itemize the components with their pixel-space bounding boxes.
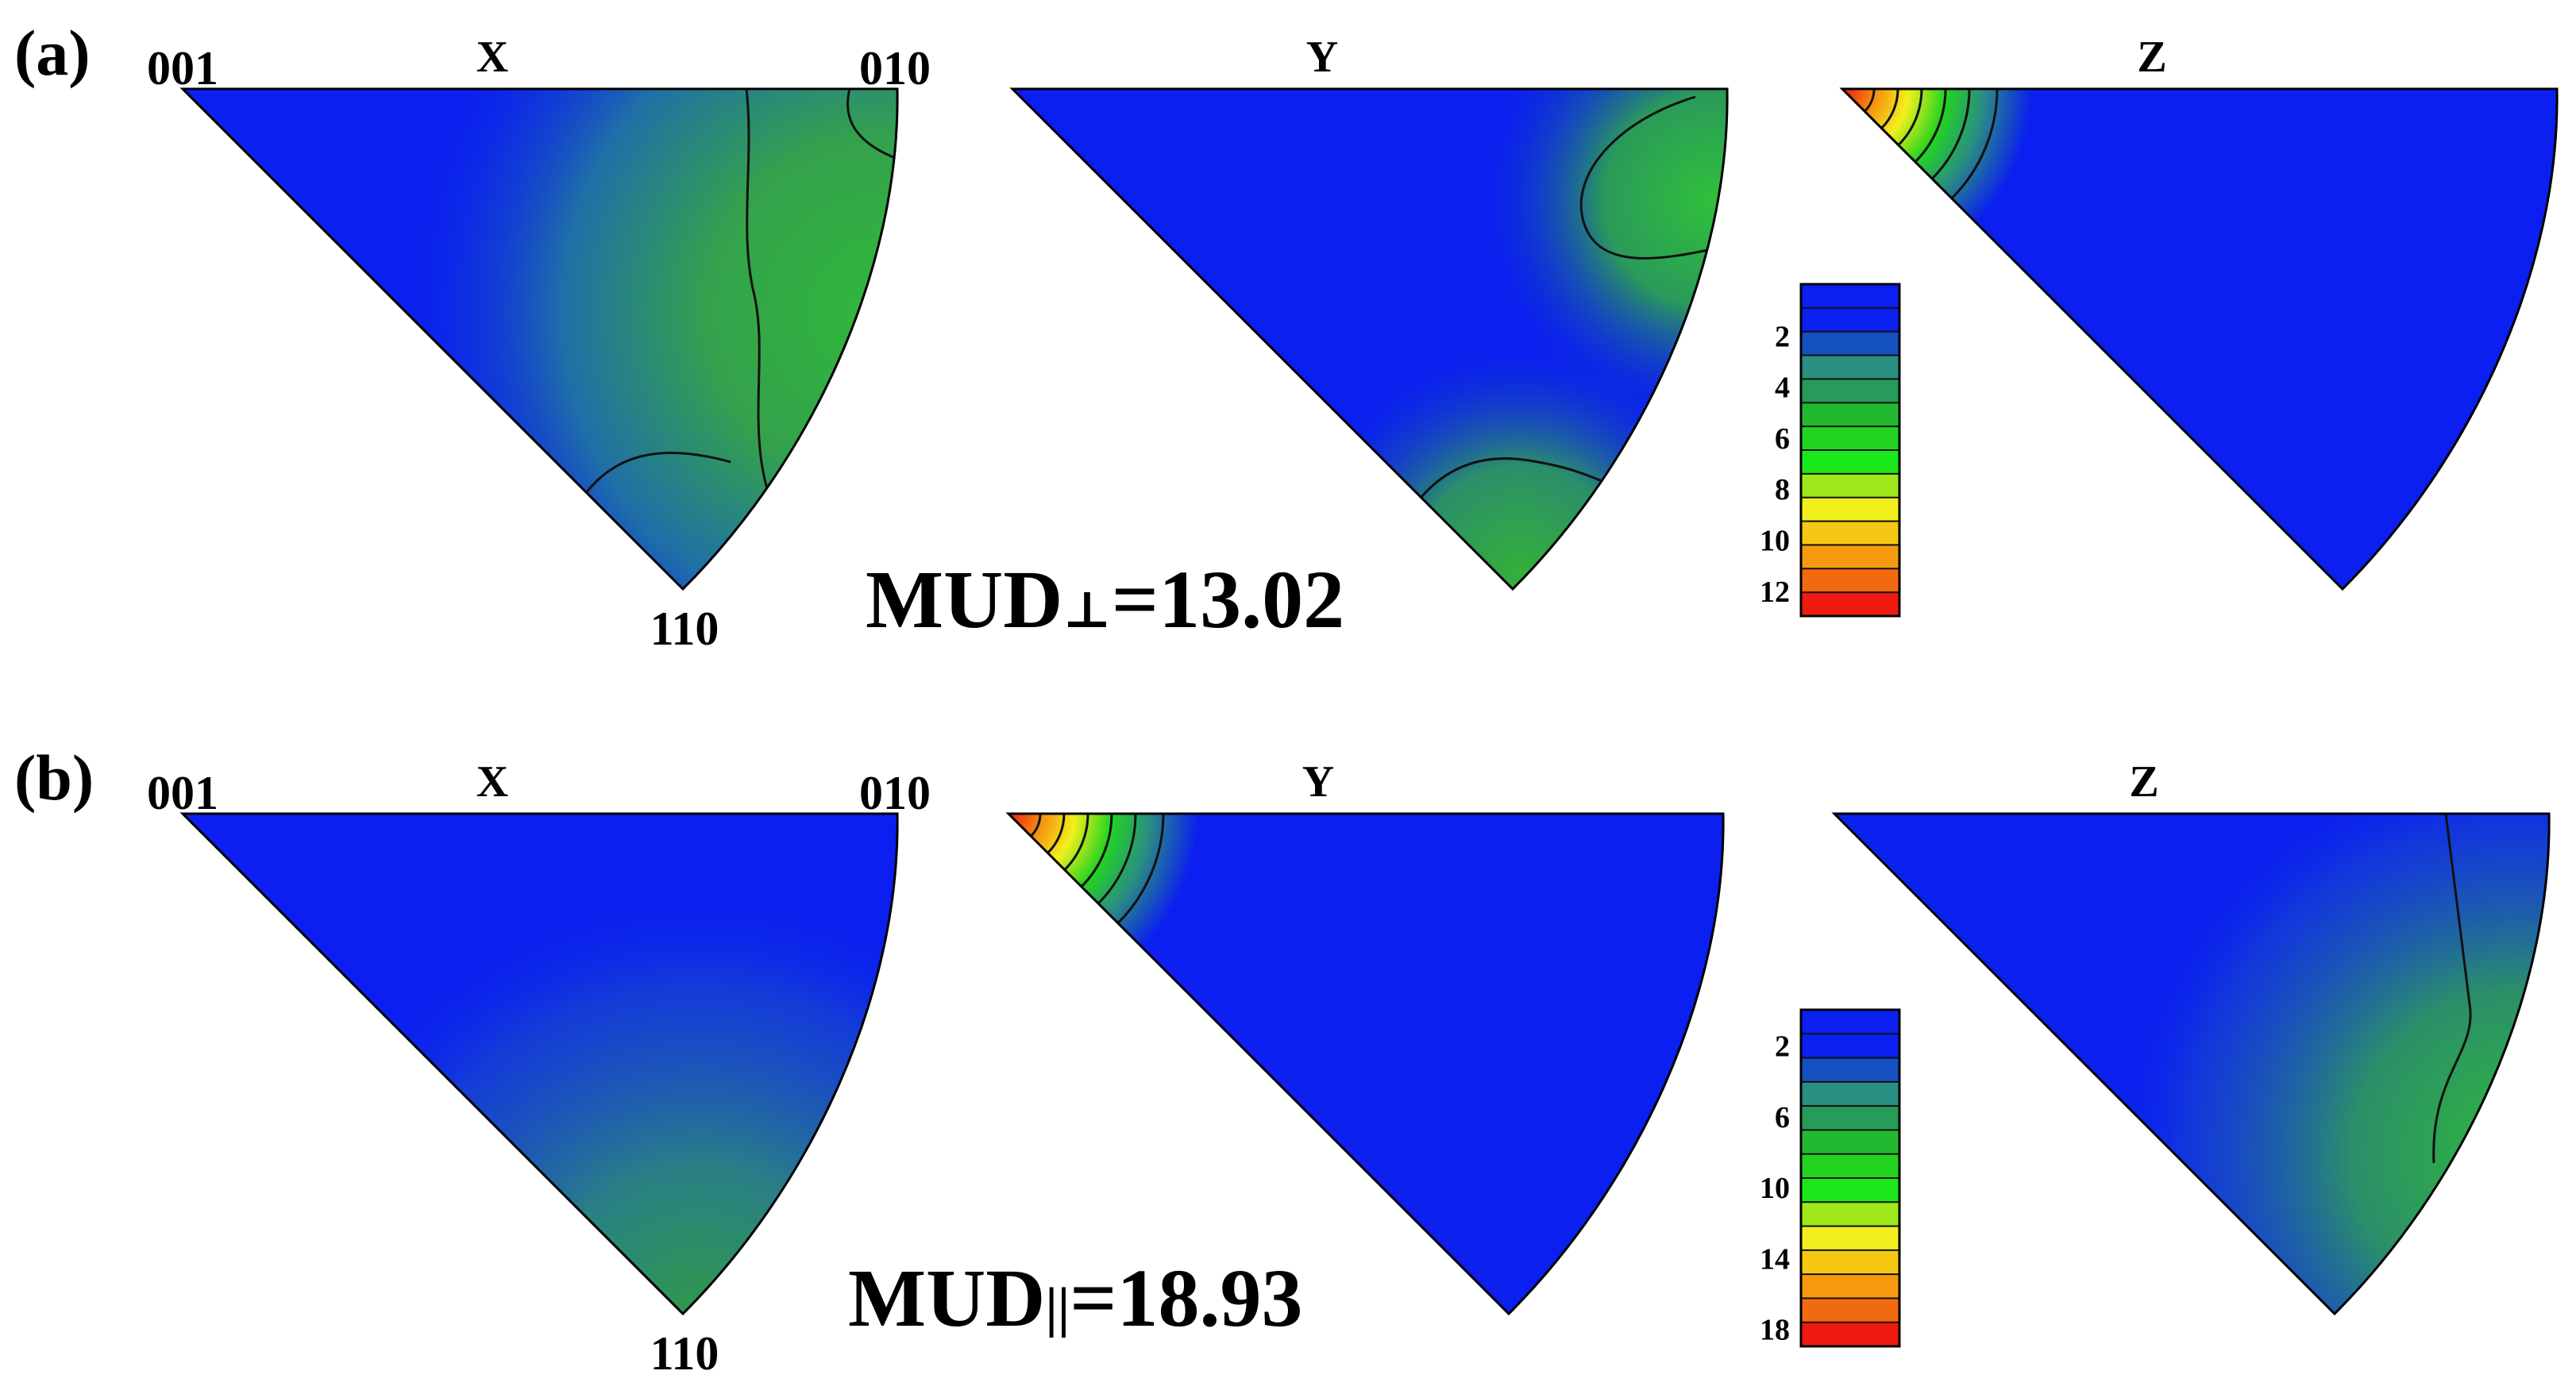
pole-001-label: 001	[147, 767, 218, 819]
colorbar-band	[1800, 1009, 1900, 1035]
pole-110-label: 110	[650, 1327, 719, 1380]
colorbar-band	[1800, 1129, 1900, 1156]
axis-name: Z	[2137, 33, 2166, 82]
mud-subscript: ||	[1045, 1277, 1070, 1338]
pole-figure-y: Y	[1005, 757, 1725, 1316]
colorbar-band	[1800, 1201, 1900, 1228]
colorbar-band	[1800, 568, 1900, 594]
colorbar-band	[1800, 544, 1900, 570]
colorbar-frame	[1799, 1008, 1901, 1348]
colorbar-band	[1800, 1080, 1900, 1107]
panel-label: (b)	[14, 741, 94, 814]
pole-figure-z: Z	[1831, 757, 2551, 1316]
colorbar-band	[1800, 378, 1900, 404]
colorbar-tick-label: 10	[1760, 1172, 1790, 1205]
colorbar-tick-label: 10	[1760, 525, 1790, 558]
axis-name: X	[476, 33, 508, 82]
colorbar-band	[1800, 591, 1900, 618]
row-a: (a) X 001 010 110 Y Z MUD⊥=13.02 2 4 6 8 10 12	[14, 17, 2559, 655]
colorbar-tick-label: 18	[1760, 1314, 1790, 1347]
sector-outline	[1009, 87, 1729, 591]
colorbar-band	[1800, 283, 1900, 310]
pole-010-label: 010	[859, 767, 931, 819]
mud-prefix: MUD	[866, 554, 1062, 645]
mud-value: =13.02	[1112, 554, 1344, 645]
colorbar-band	[1800, 1273, 1900, 1300]
mud-value: =18.93	[1070, 1253, 1302, 1344]
colorbar-tick-label: 6	[1775, 422, 1790, 456]
colorbar-band	[1800, 354, 1900, 380]
pole-010-label: 010	[859, 42, 931, 94]
axis-name: X	[476, 757, 508, 807]
colorbar-band	[1800, 496, 1900, 523]
colorbar-band	[1800, 520, 1900, 546]
pole-110-label: 110	[650, 603, 719, 655]
pole-figure-y: Y	[1009, 33, 1729, 591]
sector-outline	[1005, 812, 1725, 1316]
colorbar: 2 6 10 14 18	[1760, 1008, 1901, 1348]
sector-outline	[179, 87, 899, 591]
colorbar-band	[1800, 1057, 1900, 1084]
colorbar-tick-label: 2	[1775, 320, 1790, 353]
mud-prefix: MUD	[848, 1253, 1045, 1344]
axis-name: Z	[2129, 757, 2158, 807]
colorbar-band	[1800, 1225, 1900, 1252]
colorbar-band	[1800, 449, 1900, 476]
sector-outline	[1831, 812, 2551, 1316]
colorbar-band	[1800, 330, 1900, 357]
colorbar-tick-label: 2	[1775, 1030, 1790, 1064]
colorbar-band	[1800, 1249, 1900, 1276]
colorbar-tick-label: 6	[1775, 1101, 1790, 1134]
colorbar-band	[1800, 402, 1900, 428]
intensity-map	[1834, 814, 2550, 1314]
pole-figure-z: Z	[1839, 33, 2559, 591]
colorbar-tick-label: 4	[1775, 372, 1790, 405]
colorbar-band	[1800, 1033, 1900, 1060]
pole-001-label: 001	[147, 42, 218, 94]
sector-outline	[1839, 87, 2559, 591]
colorbar-tick-label: 8	[1775, 473, 1790, 506]
colorbar-tick-label: 12	[1760, 576, 1790, 609]
colorbar-band	[1800, 1177, 1900, 1203]
panel-label: (a)	[14, 17, 91, 89]
colorbar-band	[1800, 1297, 1900, 1324]
colorbar-frame	[1799, 283, 1901, 618]
row-b: (b) X 001 010 110 Y Z MUD||=18.93 2 6 10 14 18	[14, 741, 2551, 1380]
colorbar: 2 4 6 8 10 12	[1760, 283, 1901, 618]
intensity-map	[183, 89, 898, 589]
colorbar-band	[1800, 1321, 1900, 1348]
mud-annotation: MUD||=18.93	[848, 1253, 1302, 1344]
colorbar-band	[1800, 1153, 1900, 1180]
colorbar-band	[1800, 306, 1900, 333]
colorbar-band	[1800, 472, 1900, 499]
mud-subscript: ⊥	[1062, 582, 1111, 638]
colorbar-band	[1800, 1105, 1900, 1131]
axis-name: Y	[1306, 33, 1338, 82]
colorbar-band	[1800, 425, 1900, 452]
sector-outline	[179, 812, 899, 1316]
axis-name: Y	[1302, 757, 1334, 807]
colorbar-tick-label: 14	[1760, 1242, 1790, 1276]
pole-figure-x: X 001 010 110	[147, 33, 931, 655]
mud-annotation: MUD⊥=13.02	[866, 554, 1344, 645]
